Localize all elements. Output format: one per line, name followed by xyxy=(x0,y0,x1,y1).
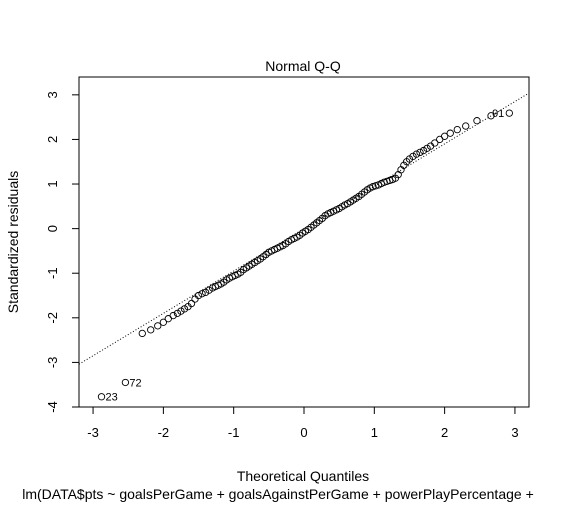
data-point xyxy=(154,322,162,330)
y-tick-label: -4 xyxy=(45,401,60,413)
y-tick-label: -2 xyxy=(45,312,60,324)
point-label: 91 xyxy=(492,108,504,120)
x-tick-label: -2 xyxy=(158,425,170,440)
data-point xyxy=(446,129,454,137)
data-point xyxy=(473,117,481,125)
data-point xyxy=(138,329,146,338)
data-point xyxy=(194,291,203,300)
x-tick-label: -1 xyxy=(228,425,240,440)
data-point xyxy=(169,311,177,320)
chart-title: Normal Q-Q xyxy=(265,58,341,74)
x-tick-label: 1 xyxy=(371,425,378,440)
data-point xyxy=(147,326,155,334)
x-axis-label: Theoretical Quantiles xyxy=(237,468,369,484)
x-tick-label: 3 xyxy=(511,425,518,440)
data-point xyxy=(412,150,421,158)
reference-line xyxy=(78,92,530,365)
data-point xyxy=(453,125,461,134)
data-point xyxy=(487,112,495,120)
data-point xyxy=(416,148,424,157)
y-tick-label: -3 xyxy=(45,357,60,369)
data-point xyxy=(440,132,449,140)
data-point xyxy=(159,318,168,326)
data-point xyxy=(505,109,513,117)
data-point xyxy=(198,290,206,298)
y-tick-label: 1 xyxy=(45,180,60,187)
x-tick-label: 2 xyxy=(441,425,448,440)
x-tick-label: -3 xyxy=(87,425,99,440)
point-label: 23 xyxy=(106,392,118,404)
y-tick-label: 0 xyxy=(45,225,60,232)
y-tick-label: 3 xyxy=(45,91,60,98)
x-axis: -3 -2 -1 0 1 2 3 xyxy=(87,406,519,440)
y-axis: -4 -3 -2 -1 0 1 2 3 xyxy=(45,91,80,413)
data-point xyxy=(187,299,196,308)
model-formula-caption: lm(DATA$pts ~ goalsPerGame + goalsAgains… xyxy=(22,486,534,502)
plot-frame xyxy=(78,76,530,408)
data-point xyxy=(97,393,106,401)
y-tick-label: -1 xyxy=(45,267,60,279)
data-points: 23 72 91 xyxy=(97,108,513,404)
point-label: 72 xyxy=(129,377,141,389)
data-point xyxy=(191,295,199,303)
x-tick-label: 0 xyxy=(300,425,307,440)
data-point xyxy=(121,378,130,387)
y-axis-label: Standardized residuals xyxy=(5,171,21,313)
data-point xyxy=(431,139,439,147)
y-tick-label: 2 xyxy=(45,136,60,143)
data-point xyxy=(462,122,470,130)
